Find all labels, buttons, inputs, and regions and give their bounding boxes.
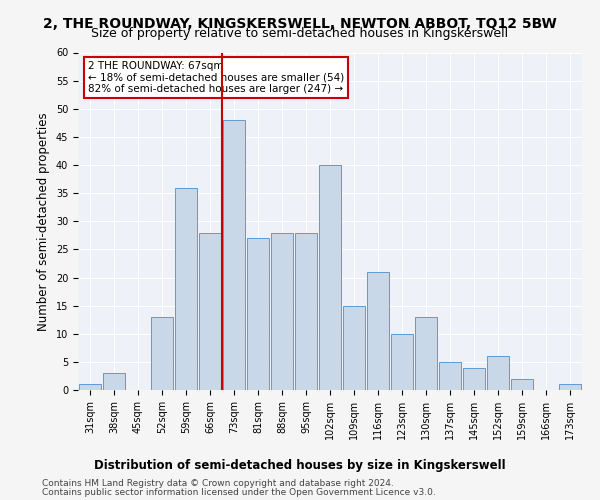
- Text: 2, THE ROUNDWAY, KINGSKERSWELL, NEWTON ABBOT, TQ12 5BW: 2, THE ROUNDWAY, KINGSKERSWELL, NEWTON A…: [43, 18, 557, 32]
- Bar: [487, 356, 509, 390]
- Bar: [439, 362, 461, 390]
- Bar: [343, 306, 365, 390]
- Bar: [103, 373, 125, 390]
- Bar: [511, 379, 533, 390]
- Bar: [247, 238, 269, 390]
- Bar: [367, 272, 389, 390]
- Text: Contains HM Land Registry data © Crown copyright and database right 2024.: Contains HM Land Registry data © Crown c…: [42, 479, 394, 488]
- Text: Size of property relative to semi-detached houses in Kingskerswell: Size of property relative to semi-detach…: [91, 28, 509, 40]
- Bar: [559, 384, 581, 390]
- Text: Distribution of semi-detached houses by size in Kingskerswell: Distribution of semi-detached houses by …: [94, 460, 506, 472]
- Text: 2 THE ROUNDWAY: 67sqm
← 18% of semi-detached houses are smaller (54)
82% of semi: 2 THE ROUNDWAY: 67sqm ← 18% of semi-deta…: [88, 61, 344, 94]
- Bar: [391, 334, 413, 390]
- Bar: [415, 317, 437, 390]
- Bar: [271, 232, 293, 390]
- Bar: [319, 165, 341, 390]
- Bar: [223, 120, 245, 390]
- Bar: [199, 232, 221, 390]
- Bar: [295, 232, 317, 390]
- Y-axis label: Number of semi-detached properties: Number of semi-detached properties: [37, 112, 50, 330]
- Bar: [79, 384, 101, 390]
- Bar: [463, 368, 485, 390]
- Bar: [175, 188, 197, 390]
- Text: Contains public sector information licensed under the Open Government Licence v3: Contains public sector information licen…: [42, 488, 436, 497]
- Bar: [151, 317, 173, 390]
